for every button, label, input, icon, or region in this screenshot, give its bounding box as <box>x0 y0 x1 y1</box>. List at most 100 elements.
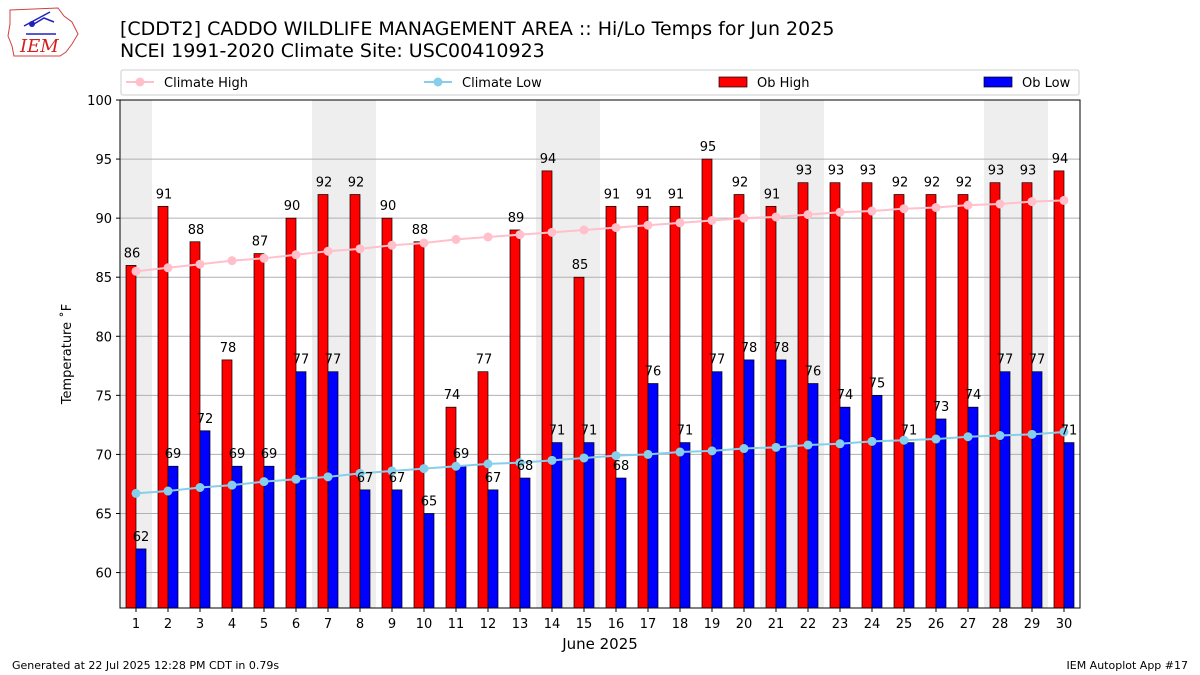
x-tick-label: 5 <box>260 617 268 632</box>
ob-high-bar <box>125 265 137 609</box>
climate-low-point <box>835 439 845 449</box>
x-tick-label: 24 <box>864 617 881 632</box>
x-tick-label: 3 <box>196 617 204 632</box>
x-tick-label: 13 <box>512 617 529 632</box>
ob-low-bar <box>1031 371 1043 609</box>
x-tick-label: 25 <box>896 617 913 632</box>
ob-low-label: 77 <box>709 353 726 368</box>
ob-high-bar <box>381 217 393 609</box>
ob-high-bar <box>509 229 521 609</box>
x-tick-label: 27 <box>960 617 977 632</box>
ob-high-label: 85 <box>572 258 589 273</box>
ob-low-label: 71 <box>549 424 566 439</box>
ob-low-bar <box>871 394 883 609</box>
climate-low-point <box>739 444 749 454</box>
ob-high-bar <box>765 205 777 609</box>
climate-high-point <box>131 266 141 276</box>
climate-low-point <box>483 459 493 469</box>
climate-high-point <box>739 213 749 223</box>
x-tick-label: 1 <box>132 617 140 632</box>
x-tick-label: 4 <box>228 617 236 632</box>
app-footer: IEM Autoplot App #17 <box>1066 659 1189 672</box>
ob-high-label: 94 <box>540 152 557 167</box>
x-tick-label: 22 <box>800 617 817 632</box>
ob-low-label: 77 <box>293 353 310 368</box>
x-axis-label: June 2025 <box>561 635 638 653</box>
plot-frame <box>119 99 1081 609</box>
climate-lines <box>131 195 1069 498</box>
ob-high-label: 93 <box>1020 164 1037 179</box>
x-tick-label: 26 <box>928 617 945 632</box>
ob-low-bar <box>135 548 147 609</box>
ob-low-bar <box>583 442 595 609</box>
climate-low-point <box>419 464 429 474</box>
ob-high-label: 91 <box>156 187 173 202</box>
ob-low-bar <box>903 442 915 609</box>
ob-low-bar <box>327 371 339 609</box>
ob-high-label: 92 <box>732 176 749 191</box>
ob-high-label: 94 <box>1052 152 1069 167</box>
climate-low-point <box>387 466 397 476</box>
ob-low-bar <box>487 489 499 609</box>
climate-low-point <box>195 482 205 492</box>
legend-ob-high-label: Ob High <box>757 76 810 91</box>
ob-high-label: 88 <box>188 223 205 238</box>
climate-high-point <box>547 227 557 237</box>
x-tick-label: 15 <box>576 617 593 632</box>
ob-high-label: 92 <box>348 176 365 191</box>
legend-ob-low-label: Ob Low <box>1022 76 1071 91</box>
ob-high-label: 91 <box>668 187 685 202</box>
legend-climate-low-marker <box>433 77 443 87</box>
climate-high-point <box>259 253 269 263</box>
climate-low-point <box>547 455 557 465</box>
iem-logo: IEM <box>7 7 79 57</box>
ob-high-bar <box>1053 170 1065 609</box>
ob-low-label: 71 <box>677 424 694 439</box>
legend-climate-high-marker <box>135 77 145 87</box>
climate-low-line <box>135 430 1065 495</box>
x-tick-label: 28 <box>992 617 1009 632</box>
y-tick-label: 65 <box>95 507 112 522</box>
climate-low-point <box>611 451 621 461</box>
ob-high-label: 90 <box>380 199 397 214</box>
ob-low-label: 68 <box>517 459 534 474</box>
climate-high-point <box>579 225 589 235</box>
ob-high-label: 95 <box>700 140 717 155</box>
ob-high-label: 93 <box>796 164 813 179</box>
ob-high-bar <box>1021 182 1033 609</box>
ob-high-label: 77 <box>476 353 493 368</box>
ob-low-bar <box>999 371 1011 609</box>
ob-low-bar <box>743 359 755 609</box>
legend: Climate High Climate Low Ob High Ob Low <box>120 69 1080 96</box>
climate-high-point <box>195 259 205 269</box>
ob-low-label: 69 <box>165 447 182 462</box>
x-tick-label: 23 <box>832 617 849 632</box>
ob-high-label: 92 <box>892 176 909 191</box>
x-tick-label: 2 <box>164 617 172 632</box>
climate-high-point <box>451 234 461 244</box>
y-tick-label: 95 <box>95 153 112 168</box>
climate-low-point <box>1059 427 1069 437</box>
climate-high-point <box>835 207 845 217</box>
ob-high-label: 91 <box>604 187 621 202</box>
ob-high-bar <box>413 241 425 609</box>
climate-low-point <box>259 477 269 487</box>
ob-low-label: 77 <box>1029 353 1046 368</box>
ob-high-bar <box>861 182 873 609</box>
ob-high-label: 92 <box>924 176 941 191</box>
climate-low-point <box>931 434 941 444</box>
ob-low-bar <box>391 489 403 609</box>
climate-low-point <box>451 461 461 471</box>
climate-high-point <box>899 204 909 214</box>
climate-low-point <box>227 480 237 490</box>
climate-low-point <box>1027 429 1037 439</box>
ob-low-label: 65 <box>421 494 438 509</box>
climate-low-point <box>291 474 301 484</box>
climate-high-point <box>163 263 173 273</box>
ob-high-bar <box>349 194 361 609</box>
ob-high-bar <box>797 182 809 609</box>
climate-high-point <box>355 244 365 254</box>
ob-low-label: 69 <box>229 447 246 462</box>
ob-high-bar <box>733 194 745 609</box>
